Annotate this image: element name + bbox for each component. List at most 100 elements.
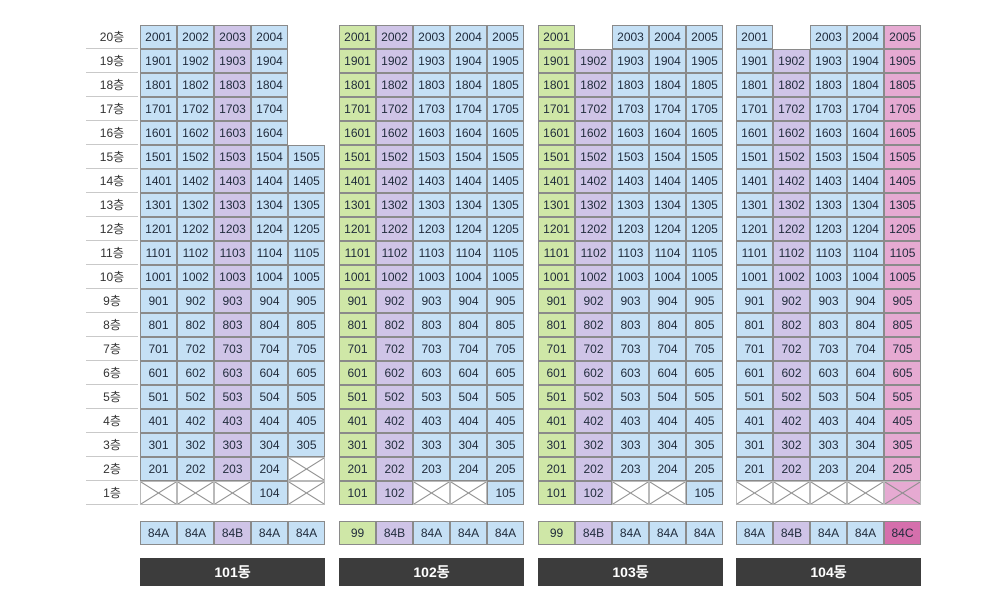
unit-cell: 505 bbox=[686, 385, 723, 409]
unit-type-legend: 84B bbox=[214, 521, 251, 545]
unit-cell: 303 bbox=[214, 433, 251, 457]
unit-cell: 204 bbox=[649, 457, 686, 481]
unit-cell: 1704 bbox=[251, 97, 288, 121]
unit-cell: 203 bbox=[810, 457, 847, 481]
unit-cell: 2005 bbox=[884, 25, 921, 49]
unit-cell: 1103 bbox=[612, 241, 649, 265]
unit-cell: 602 bbox=[575, 361, 612, 385]
unit-cell: 1002 bbox=[376, 265, 413, 289]
unit-cell: 204 bbox=[450, 457, 487, 481]
unit-cell: 2001 bbox=[140, 25, 177, 49]
unit-cell: 1901 bbox=[339, 49, 376, 73]
unit-cell: 404 bbox=[649, 409, 686, 433]
unit-cell: 304 bbox=[649, 433, 686, 457]
unit-cell: 1102 bbox=[376, 241, 413, 265]
unit-cell: 1201 bbox=[538, 217, 575, 241]
empty-unit-cell bbox=[773, 481, 810, 505]
unit-cell: 1603 bbox=[810, 121, 847, 145]
unit-cell: 905 bbox=[884, 289, 921, 313]
unit-cell: 1101 bbox=[339, 241, 376, 265]
unit-cell: 1202 bbox=[575, 217, 612, 241]
unit-cell: 1903 bbox=[810, 49, 847, 73]
unit-cell: 102 bbox=[376, 481, 413, 505]
unit-cell: 1004 bbox=[649, 265, 686, 289]
unit-cell: 1703 bbox=[612, 97, 649, 121]
floor-label: 18층 bbox=[86, 73, 138, 97]
unit-cell: 1801 bbox=[339, 73, 376, 97]
unit-cell: 1904 bbox=[649, 49, 686, 73]
unit-cell: 1603 bbox=[214, 121, 251, 145]
unit-cell: 301 bbox=[140, 433, 177, 457]
floor-label: 19층 bbox=[86, 49, 138, 73]
unit-cell: 603 bbox=[413, 361, 450, 385]
building-label: 104동 bbox=[736, 558, 921, 586]
floor-label: 6층 bbox=[86, 361, 138, 385]
unit-cell: 1501 bbox=[140, 145, 177, 169]
unit-cell: 1303 bbox=[413, 193, 450, 217]
unit-cell: 1503 bbox=[214, 145, 251, 169]
unit-cell: 1902 bbox=[773, 49, 810, 73]
unit-cell: 603 bbox=[214, 361, 251, 385]
unit-cell: 2005 bbox=[487, 25, 524, 49]
unit-cell: 901 bbox=[736, 289, 773, 313]
unit-cell: 1005 bbox=[487, 265, 524, 289]
unit-cell: 902 bbox=[773, 289, 810, 313]
unit-cell: 2001 bbox=[339, 25, 376, 49]
unit-cell: 1401 bbox=[140, 169, 177, 193]
unit-type-legend: 84A bbox=[810, 521, 847, 545]
unit-cell: 205 bbox=[884, 457, 921, 481]
unit-cell: 702 bbox=[376, 337, 413, 361]
empty-unit-cell bbox=[177, 481, 214, 505]
unit-cell: 1504 bbox=[649, 145, 686, 169]
unit-cell: 1505 bbox=[288, 145, 325, 169]
unit-type-legend: 84A bbox=[487, 521, 524, 545]
unit-cell: 1804 bbox=[450, 73, 487, 97]
unit-cell: 1602 bbox=[376, 121, 413, 145]
unit-cell: 201 bbox=[339, 457, 376, 481]
unit-cell: 1404 bbox=[450, 169, 487, 193]
unit-cell: 1002 bbox=[177, 265, 214, 289]
unit-cell: 1003 bbox=[413, 265, 450, 289]
unit-cell: 501 bbox=[339, 385, 376, 409]
unit-cell: 1005 bbox=[686, 265, 723, 289]
unit-cell: 404 bbox=[847, 409, 884, 433]
unit-cell: 1801 bbox=[140, 73, 177, 97]
unit-cell: 1205 bbox=[288, 217, 325, 241]
unit-cell: 203 bbox=[612, 457, 649, 481]
unit-cell: 1001 bbox=[736, 265, 773, 289]
unit-cell: 705 bbox=[288, 337, 325, 361]
unit-cell: 601 bbox=[538, 361, 575, 385]
unit-cell: 1105 bbox=[288, 241, 325, 265]
unit-cell: 803 bbox=[612, 313, 649, 337]
unit-cell: 602 bbox=[773, 361, 810, 385]
unit-cell: 1502 bbox=[376, 145, 413, 169]
unit-type-legend: 99 bbox=[538, 521, 575, 545]
unit-cell: 501 bbox=[140, 385, 177, 409]
unit-cell: 1804 bbox=[649, 73, 686, 97]
unit-cell: 303 bbox=[810, 433, 847, 457]
unit-cell: 1305 bbox=[288, 193, 325, 217]
unit-cell: 1904 bbox=[847, 49, 884, 73]
unit-type-legend: 84A bbox=[177, 521, 214, 545]
unit-cell: 1305 bbox=[884, 193, 921, 217]
unit-cell: 1902 bbox=[575, 49, 612, 73]
unit-cell: 1205 bbox=[884, 217, 921, 241]
unit-cell: 1505 bbox=[884, 145, 921, 169]
unit-cell: 1004 bbox=[847, 265, 884, 289]
unit-cell: 901 bbox=[140, 289, 177, 313]
unit-cell: 701 bbox=[736, 337, 773, 361]
unit-cell: 1105 bbox=[686, 241, 723, 265]
unit-cell: 1204 bbox=[847, 217, 884, 241]
unit-cell: 1403 bbox=[810, 169, 847, 193]
unit-cell: 1503 bbox=[413, 145, 450, 169]
unit-cell: 1702 bbox=[773, 97, 810, 121]
unit-cell: 1102 bbox=[177, 241, 214, 265]
unit-cell: 903 bbox=[214, 289, 251, 313]
unit-cell: 1803 bbox=[612, 73, 649, 97]
unit-cell: 402 bbox=[177, 409, 214, 433]
unit-cell: 1105 bbox=[487, 241, 524, 265]
unit-cell: 802 bbox=[773, 313, 810, 337]
unit-cell: 401 bbox=[736, 409, 773, 433]
cross-mark-icon bbox=[141, 482, 176, 504]
unit-cell: 1601 bbox=[140, 121, 177, 145]
